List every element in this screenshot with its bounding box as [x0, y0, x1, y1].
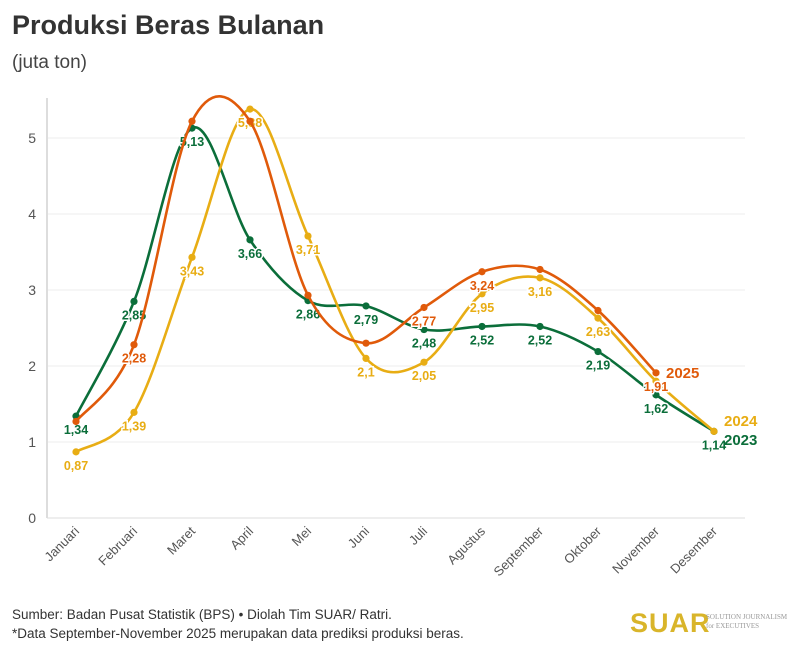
- x-tick-label: Juli: [406, 523, 430, 547]
- data-label-2023: 2,86: [296, 308, 320, 322]
- data-point-2024: [652, 377, 660, 385]
- data-point-2025: [130, 341, 138, 349]
- x-tick-label: April: [227, 523, 256, 552]
- data-point-2024: [362, 354, 370, 362]
- data-point-2025: [536, 265, 544, 274]
- x-tick-label: September: [491, 523, 547, 579]
- data-label-2024: 3,43: [180, 264, 204, 278]
- suar-logo: SUAR: [630, 608, 711, 638]
- data-label-2023: 2,52: [528, 333, 552, 347]
- data-point-2023: [594, 347, 602, 356]
- data-label-2024: 1,39: [122, 419, 146, 433]
- prediction-note: *Data September-November 2025 merupakan …: [12, 626, 464, 641]
- y-tick-label: 3: [28, 282, 36, 298]
- data-point-2025: [478, 268, 486, 276]
- data-label-2024: 2,05: [412, 369, 436, 383]
- x-tick-label: Januari: [41, 523, 82, 564]
- data-label-2024: 2,1: [357, 365, 374, 379]
- data-point-2025: [246, 117, 254, 125]
- data-point-2024: [188, 253, 196, 261]
- logo-tagline: SOLUTION JOURNALISM for EXECUTIVES: [706, 613, 788, 630]
- x-tick-label: November: [609, 523, 662, 576]
- data-point-2024: [420, 358, 428, 366]
- data-label-2024: 2,63: [586, 325, 610, 339]
- data-label-2023: 1,62: [644, 402, 668, 416]
- data-label-2024: 2,95: [470, 301, 494, 315]
- data-label-2023: 2,19: [586, 359, 610, 373]
- data-label-2023: 3,66: [238, 247, 262, 261]
- data-point-2024: [130, 408, 138, 416]
- data-point-2023: [536, 322, 544, 331]
- y-tick-label: 4: [28, 206, 36, 222]
- y-tick-label: 2: [28, 358, 36, 374]
- data-point-2024: [536, 274, 544, 282]
- x-tick-label: Agustus: [444, 523, 488, 567]
- data-label-2023: 2,52: [470, 333, 494, 347]
- data-label-2025: 2,77: [412, 314, 436, 328]
- data-point-2024: [246, 105, 254, 113]
- data-label-2023: 1,14: [702, 438, 726, 452]
- data-label-2025: 1,91: [644, 380, 668, 394]
- data-point-2025: [72, 417, 80, 426]
- data-point-2023: [246, 236, 254, 244]
- data-label-2023: 2,48: [412, 337, 436, 351]
- series-line-2023: [74, 126, 715, 433]
- data-label-2025: 3,24: [470, 279, 494, 293]
- x-tick-label: Juni: [345, 523, 373, 551]
- data-label-2024: 3,71: [296, 243, 320, 257]
- data-point-2025: [652, 369, 660, 377]
- x-tick-label: Maret: [164, 523, 198, 557]
- y-tick-label: 0: [28, 510, 36, 526]
- data-point-2023: [420, 325, 428, 334]
- data-label-2023: 2,79: [354, 313, 378, 327]
- data-point-2024: [594, 314, 602, 322]
- y-tick-label: 5: [28, 130, 36, 146]
- y-tick-label: 1: [28, 434, 36, 450]
- data-point-2024: [710, 427, 718, 435]
- data-point-2024: [478, 290, 486, 298]
- data-point-2023: [130, 297, 138, 305]
- data-label-2023: 1,34: [64, 423, 88, 437]
- data-label-2024: 0,87: [64, 459, 88, 473]
- chart-subtitle: (juta ton): [12, 52, 87, 73]
- legend-label-2025: 2025: [666, 365, 699, 382]
- data-point-2024: [72, 448, 80, 456]
- data-label-2025: 2,28: [122, 352, 146, 366]
- data-point-2024: [304, 232, 312, 240]
- data-point-2025: [420, 303, 428, 312]
- data-point-2023: [652, 391, 660, 399]
- source-note: Sumber: Badan Pusat Statistik (BPS) • Di…: [12, 607, 392, 622]
- data-point-2023: [362, 302, 370, 310]
- x-tick-label: Februari: [95, 523, 140, 568]
- legend-label-2024: 2024: [724, 413, 758, 430]
- x-tick-label: Oktober: [561, 523, 605, 567]
- chart-title: Produksi Beras Bulanan: [12, 10, 325, 40]
- data-point-2025: [594, 306, 602, 315]
- data-point-2025: [362, 339, 370, 347]
- data-point-2025: [304, 291, 312, 299]
- series-line-2025: [74, 95, 657, 423]
- data-point-2025: [188, 117, 196, 125]
- x-tick-label: Mei: [289, 523, 314, 548]
- legend-label-2023: 2023: [724, 432, 757, 449]
- x-tick-label: Desember: [667, 523, 720, 576]
- series-line-2024: [75, 107, 715, 454]
- data-label-2024: 3,16: [528, 285, 552, 299]
- data-point-2023: [478, 322, 486, 331]
